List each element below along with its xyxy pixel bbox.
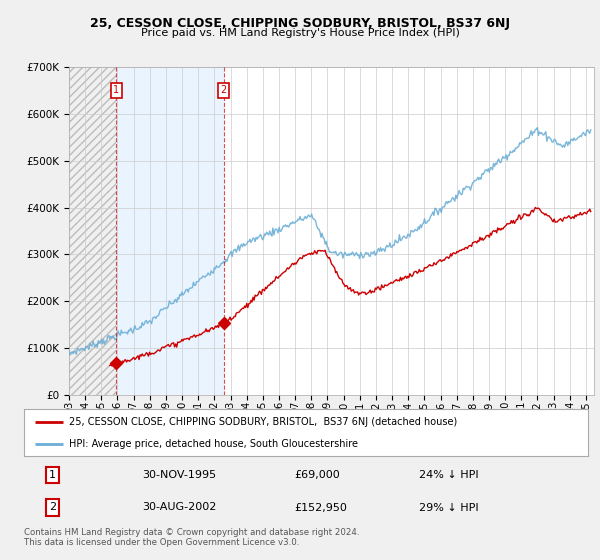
Text: 2: 2 [221,85,227,95]
Text: 25, CESSON CLOSE, CHIPPING SODBURY, BRISTOL,  BS37 6NJ (detached house): 25, CESSON CLOSE, CHIPPING SODBURY, BRIS… [69,417,457,427]
Text: £152,950: £152,950 [295,502,347,512]
Text: Contains HM Land Registry data © Crown copyright and database right 2024.
This d: Contains HM Land Registry data © Crown c… [24,528,359,547]
Text: Price paid vs. HM Land Registry's House Price Index (HPI): Price paid vs. HM Land Registry's House … [140,28,460,38]
Text: 25, CESSON CLOSE, CHIPPING SODBURY, BRISTOL, BS37 6NJ: 25, CESSON CLOSE, CHIPPING SODBURY, BRIS… [90,17,510,30]
Text: 29% ↓ HPI: 29% ↓ HPI [419,502,478,512]
Text: 24% ↓ HPI: 24% ↓ HPI [419,470,478,480]
Bar [69,67,116,395]
Text: 30-NOV-1995: 30-NOV-1995 [142,470,217,480]
Text: HPI: Average price, detached house, South Gloucestershire: HPI: Average price, detached house, Sout… [69,438,358,449]
Text: 2: 2 [49,502,56,512]
Text: 1: 1 [49,470,56,480]
Bar [116,67,224,395]
Text: 1: 1 [113,85,119,95]
Text: 30-AUG-2002: 30-AUG-2002 [142,502,217,512]
Text: £69,000: £69,000 [295,470,340,480]
